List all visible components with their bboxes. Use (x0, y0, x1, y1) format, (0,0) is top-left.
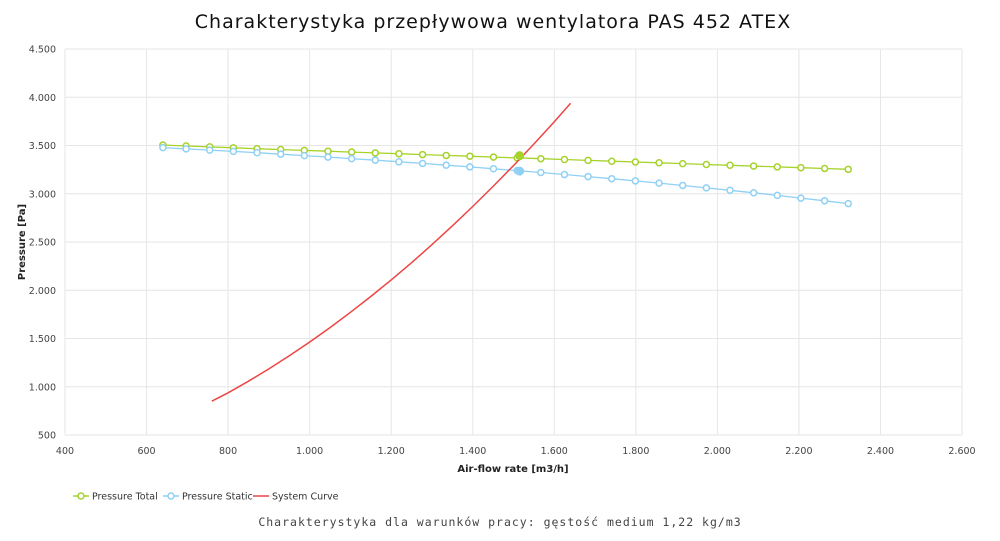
x-tick-label: 2.000 (704, 446, 731, 457)
series-line-pressure-total (162, 144, 849, 170)
data-point (797, 194, 805, 202)
x-tick-label: 2.400 (867, 446, 894, 457)
data-point (702, 184, 711, 192)
y-tick-label: 3.000 (29, 189, 56, 200)
data-point (324, 147, 332, 155)
data-point (678, 159, 687, 168)
data-point (820, 197, 829, 205)
data-point (608, 157, 616, 165)
y-tick-label: 500 (38, 431, 56, 442)
x-tick-label: 1.400 (459, 446, 486, 457)
grid (64, 48, 963, 436)
data-point (702, 160, 711, 169)
data-point (442, 161, 450, 169)
data-point (820, 164, 829, 173)
chart-subtitle: Charakterystyka dla warunków pracy: gęst… (258, 515, 741, 529)
legend-label: System Curve (272, 492, 339, 503)
x-axis-label: Air-flow rate [m3/h] (457, 464, 568, 475)
data-point (159, 143, 167, 152)
data-point (466, 152, 474, 160)
data-point (371, 156, 380, 164)
data-point (229, 147, 238, 156)
data-point (773, 191, 782, 200)
chart-title: Charakterystyka przepływowa wentylatora … (195, 11, 791, 33)
legend-label: Pressure Static (182, 492, 253, 503)
data-point (797, 163, 805, 172)
y-tick-label: 4.000 (29, 93, 56, 104)
legend-item: System Curve (253, 492, 339, 503)
x-tick-label: 800 (219, 446, 237, 457)
data-point (844, 165, 852, 174)
data-point (276, 150, 285, 158)
x-tick-label: 600 (137, 446, 155, 457)
data-point (466, 163, 474, 171)
data-point (749, 189, 758, 197)
x-tick-label: 400 (56, 446, 74, 457)
x-tick-label: 1.800 (622, 446, 649, 457)
y-axis-ticks: 500 1.000 1.500 2.000 2.500 3.000 3.500 4.000 4.… (29, 45, 56, 442)
legend-item: Pressure Static (163, 492, 253, 503)
data-point (584, 156, 592, 165)
data-point (560, 170, 569, 179)
data-point (773, 163, 782, 171)
data-point (395, 149, 403, 158)
data-point (205, 146, 214, 154)
x-tick-label: 1.600 (541, 446, 568, 457)
data-point (442, 151, 450, 160)
data-point (324, 153, 332, 161)
data-point (253, 148, 261, 157)
data-point (655, 159, 663, 167)
data-point (749, 162, 758, 170)
series-layer (159, 102, 852, 402)
x-tick-label: 1.200 (378, 446, 405, 457)
series-line-system-curve (211, 102, 572, 402)
data-point (655, 179, 663, 187)
data-point (537, 168, 545, 177)
data-point (347, 154, 356, 163)
data-point (537, 154, 545, 163)
data-point (631, 158, 640, 166)
data-point (631, 177, 640, 185)
x-tick-label: 2.200 (785, 446, 812, 457)
operating-point-static (515, 166, 525, 176)
y-tick-label: 2.500 (29, 238, 56, 249)
y-tick-label: 4.500 (29, 45, 56, 56)
data-point (584, 172, 592, 181)
y-tick-label: 1.500 (29, 334, 56, 345)
y-tick-label: 3.500 (29, 141, 56, 152)
legend-swatch-marker (167, 492, 175, 500)
data-point (608, 174, 616, 183)
data-point (678, 181, 687, 190)
data-point (726, 186, 734, 195)
legend: Pressure Total Pressure Static System Curv… (73, 492, 339, 503)
operating-point-total (515, 151, 525, 161)
y-tick-label: 2.000 (29, 286, 56, 297)
data-point (347, 148, 356, 156)
legend-item: Pressure Total (73, 492, 158, 503)
x-tick-label: 1.000 (296, 446, 323, 457)
data-point (300, 151, 309, 160)
data-point (395, 158, 403, 166)
data-point (844, 199, 852, 208)
series-line-pressure-static (162, 146, 849, 205)
data-point (371, 149, 380, 157)
data-point (418, 150, 427, 159)
y-axis-label: Pressure [Pa] (17, 204, 28, 280)
x-tick-label: 2.600 (948, 446, 975, 457)
data-point (418, 159, 427, 168)
data-point (182, 145, 190, 153)
y-tick-label: 1.000 (29, 382, 56, 393)
legend-label: Pressure Total (92, 492, 158, 503)
legend-swatch-marker (77, 492, 85, 500)
data-point (726, 161, 734, 170)
data-point (489, 165, 498, 173)
data-point (560, 155, 569, 164)
x-axis-ticks: 400 600 800 1.000 1.200 1.400 1.600 1.800 2.000 2… (56, 446, 976, 457)
data-point (489, 153, 498, 161)
